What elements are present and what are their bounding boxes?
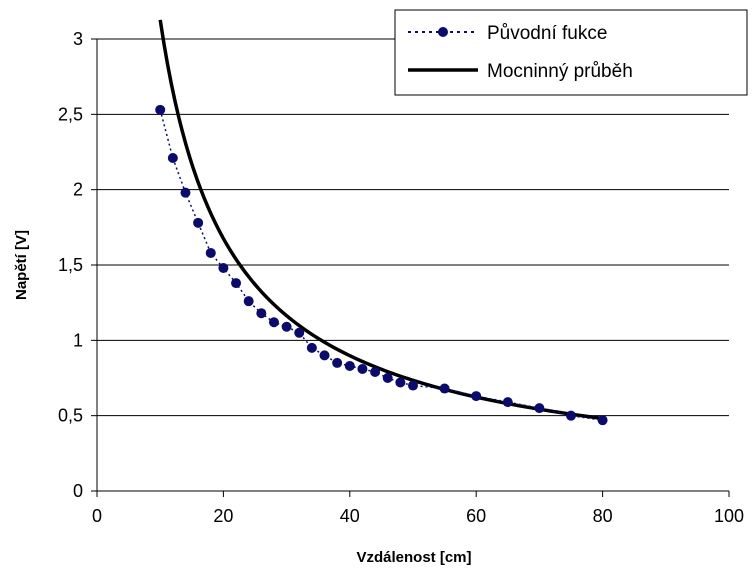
y-tick-label: 2 <box>73 180 83 200</box>
data-point <box>155 105 165 115</box>
data-point <box>471 391 481 401</box>
data-point <box>503 397 513 407</box>
data-point <box>206 248 216 258</box>
legend-original-label: Původní fukce <box>487 23 607 44</box>
y-tick-label: 1,5 <box>58 255 83 275</box>
data-point <box>231 278 241 288</box>
data-point <box>193 218 203 228</box>
data-point <box>332 358 342 368</box>
x-tick-label: 40 <box>340 506 360 526</box>
x-tick-label: 80 <box>593 506 613 526</box>
x-tick-label: 20 <box>213 506 233 526</box>
data-point <box>357 364 367 374</box>
data-point <box>269 317 279 327</box>
x-tick-label: 60 <box>466 506 486 526</box>
data-point <box>395 378 405 388</box>
data-point <box>218 263 228 273</box>
data-point <box>282 322 292 332</box>
y-tick-label: 3 <box>73 29 83 49</box>
data-point <box>383 373 393 383</box>
data-point <box>345 361 355 371</box>
data-point <box>370 367 380 377</box>
x-tick-labels: 0 20 40 60 80 100 <box>92 506 744 526</box>
data-point <box>307 343 317 353</box>
x-axis-title: Vzdálenost [cm] <box>356 549 471 566</box>
data-point <box>244 296 254 306</box>
legend-original-marker <box>438 27 448 37</box>
y-tick-label: 1 <box>73 330 83 350</box>
data-point <box>256 308 266 318</box>
data-point <box>534 403 544 413</box>
data-point <box>598 415 608 425</box>
data-point <box>408 381 418 391</box>
y-tick-label: 0 <box>73 481 83 501</box>
x-tick-label: 100 <box>714 506 744 526</box>
y-axis-title: Napětí [V] <box>13 230 30 300</box>
data-point <box>294 328 304 338</box>
data-point <box>320 350 330 360</box>
legend-fit-label: Mocninný průběh <box>487 61 633 82</box>
data-point <box>168 153 178 163</box>
axes <box>91 39 729 497</box>
data-point <box>566 411 576 421</box>
y-tick-label: 0,5 <box>58 406 83 426</box>
y-tick-label: 2,5 <box>58 104 83 124</box>
data-point <box>440 384 450 394</box>
y-tick-labels: 0 0,5 1 1,5 2 2,5 3 <box>58 29 83 501</box>
data-point <box>180 188 190 198</box>
x-tick-label: 0 <box>92 506 102 526</box>
legend: Původní fukce Mocninný průběh <box>395 10 747 95</box>
